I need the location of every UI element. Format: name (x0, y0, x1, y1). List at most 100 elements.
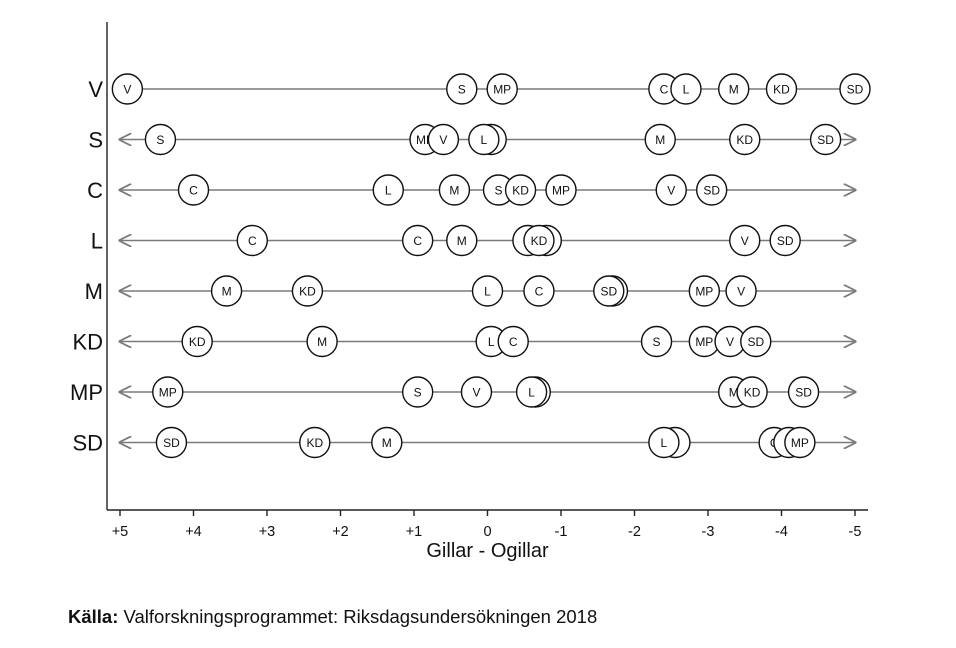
party-marker-circle (468, 123, 500, 156)
row-label: V (88, 77, 103, 102)
party-marker-label: S (458, 83, 466, 97)
party-marker-label: L (528, 386, 535, 400)
party-marker: S (640, 325, 673, 358)
party-marker: MP (545, 174, 577, 206)
party-marker-circle (299, 426, 331, 459)
party-marker: V (725, 275, 757, 307)
party-marker-circle (291, 275, 324, 307)
party-marker-circle (729, 123, 761, 156)
party-marker-circle (809, 123, 842, 156)
party-marker-label: MP (695, 335, 713, 349)
row-sd: SDSDKDMLCMP (72, 426, 855, 459)
party-marker-label: V (472, 386, 480, 400)
row-label: KD (72, 330, 103, 355)
party-marker-label: KD (773, 83, 790, 97)
party-marker: L (471, 275, 504, 307)
party-marker-circle (401, 224, 434, 257)
party-marker-label: L (484, 285, 491, 299)
party-marker-label: C (248, 234, 257, 248)
party-marker: V (427, 123, 460, 156)
x-axis-label: Gillar - Ogillar (426, 540, 549, 562)
party-marker-label: C (189, 184, 198, 198)
party-marker: SD (593, 275, 625, 307)
row-l: L C C M KD V SD (91, 224, 855, 257)
party-marker-label: SD (163, 436, 180, 450)
party-marker: SD (695, 174, 728, 206)
party-marker: KD (181, 325, 213, 358)
party-marker-circle (471, 275, 504, 307)
party-marker: M (644, 123, 676, 156)
row-v: V V S MP C L M KD SD (88, 73, 871, 105)
party-marker-circle (670, 73, 702, 105)
party-marker-circle (486, 73, 518, 105)
party-marker-circle (787, 376, 820, 408)
party-marker-circle (736, 376, 768, 408)
party-marker: V (729, 224, 761, 257)
party-marker-circle (155, 426, 188, 459)
party-marker-circle (648, 426, 680, 459)
party-marker-label: M (449, 184, 459, 198)
party-marker-label: L (488, 335, 495, 349)
party-marker-label: V (123, 83, 131, 97)
party-marker: S (446, 73, 478, 105)
party-marker-label: M (729, 83, 739, 97)
party-marker: S (144, 123, 177, 156)
party-marker: SD (809, 123, 842, 156)
row-c: C C L M S KD MP V SD (87, 174, 855, 206)
party-marker-circle (446, 73, 478, 105)
party-marker-label: MP (695, 285, 713, 299)
party-marker-circle (688, 275, 721, 307)
party-marker-circle (523, 224, 555, 257)
party-marker-circle (111, 73, 144, 105)
party-marker-label: M (317, 335, 327, 349)
party-marker: KD (299, 426, 331, 459)
party-marker: V (460, 376, 493, 408)
party-marker: M (438, 174, 471, 206)
party-marker-circle (695, 174, 728, 206)
row-s: S S MP V L M KD SD (88, 123, 855, 156)
party-marker-circle (152, 376, 184, 408)
party-marker-circle (769, 224, 801, 257)
x-tick-label: -2 (628, 524, 641, 540)
party-marker: C (648, 73, 680, 105)
party-marker-label: KD (736, 133, 753, 147)
party-marker-label: SD (817, 133, 834, 147)
party-marker: MP (688, 325, 721, 358)
x-tick-label: -5 (849, 524, 862, 540)
row-m: M M KD L C SD MP V (85, 275, 855, 307)
party-marker-circle (593, 275, 625, 307)
party-marker-label: MP (493, 83, 511, 97)
party-marker-circle (371, 426, 403, 459)
source-label: Källa: (68, 606, 119, 627)
party-marker-label: MP (552, 184, 570, 198)
party-marker: L (648, 426, 680, 459)
party-marker-circle (725, 275, 757, 307)
party-marker-circle (438, 174, 471, 206)
party-marker-circle (181, 325, 213, 358)
row-label: C (87, 178, 103, 203)
party-marker-label: M (729, 386, 739, 400)
party-marker: C (497, 325, 529, 358)
party-marker: M (446, 224, 478, 257)
party-marker: SD (839, 73, 871, 105)
party-marker: MP (152, 376, 184, 408)
party-marker-circle (644, 123, 676, 156)
party-marker: L (372, 174, 404, 206)
party-marker-label: KD (744, 386, 761, 400)
party-marker: M (718, 73, 750, 105)
x-tick-label: -3 (702, 524, 715, 540)
party-marker-label: S (156, 133, 164, 147)
party-marker-circle (718, 73, 750, 105)
party-marker: M (371, 426, 403, 459)
party-marker-circle (640, 325, 673, 358)
row-label: L (91, 229, 103, 254)
party-marker-label: SD (847, 83, 864, 97)
party-marker-label: V (439, 133, 447, 147)
party-marker: KD (765, 73, 798, 105)
party-marker-label: C (535, 285, 544, 299)
party-marker: C (236, 224, 269, 257)
x-tick-label: -4 (775, 524, 788, 540)
party-marker-circle (504, 174, 537, 206)
row-label: S (88, 128, 103, 153)
x-tick-label: +3 (259, 524, 276, 540)
